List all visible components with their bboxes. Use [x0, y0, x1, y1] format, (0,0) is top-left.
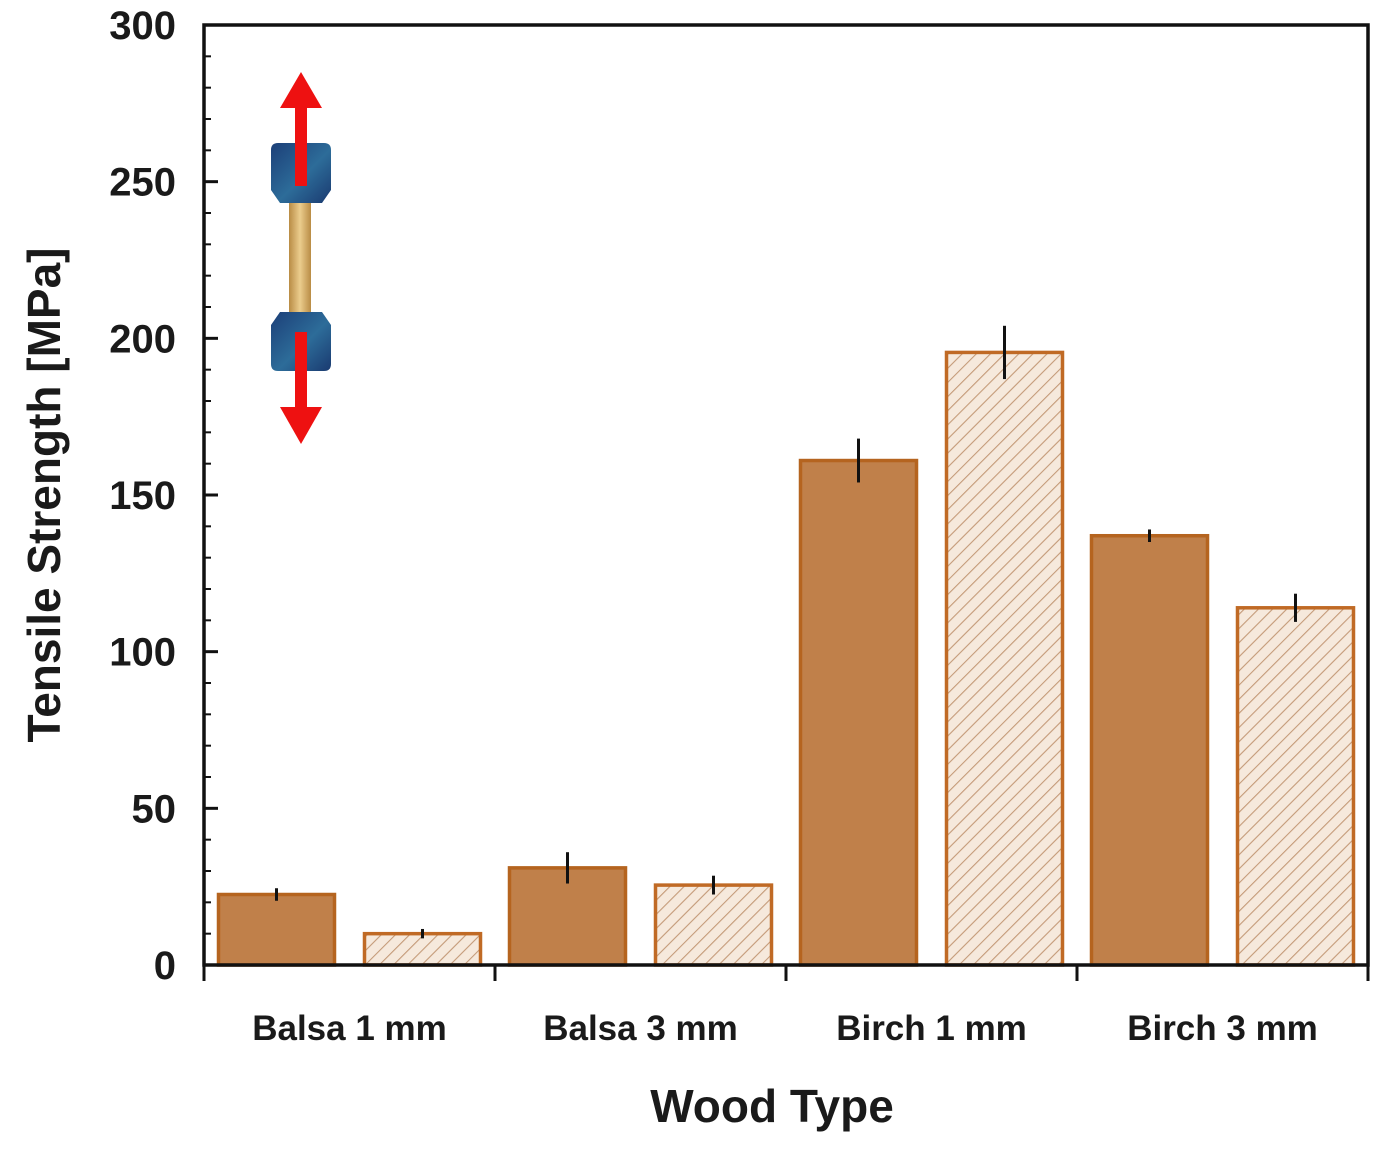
bar-birch-1-mm-series-1 — [798, 458, 919, 967]
x-tick-label: Balsa 1 mm — [252, 1009, 447, 1048]
y-axis: 0 50 100 150 200 250 300 — [109, 4, 218, 988]
bar-balsa-3-mm-series-2 — [653, 883, 774, 967]
y-tick-label: 150 — [109, 474, 176, 518]
x-tick-label: Balsa 3 mm — [543, 1009, 738, 1048]
bar-birch-3-mm-series-1 — [1089, 533, 1210, 967]
arrow-down-icon — [280, 332, 322, 444]
y-tick-label: 200 — [109, 317, 176, 361]
y-axis-label: Tensile Strength [MPa] — [18, 248, 70, 743]
y-tick-label: 100 — [109, 631, 176, 675]
bar-birch-1-mm-series-2 — [944, 350, 1065, 967]
bars-layer — [216, 350, 1356, 967]
bar-birch-3-mm-series-2 — [1235, 606, 1356, 967]
bar-balsa-1-mm-series-2 — [362, 931, 483, 967]
y-tick-label: 0 — [154, 944, 176, 988]
y-tick-label: 250 — [109, 161, 176, 205]
y-tick-label: 50 — [132, 787, 177, 831]
bar-balsa-1-mm-series-1 — [216, 892, 337, 967]
x-axis-label: Wood Type — [650, 1080, 894, 1132]
bar-balsa-3-mm-series-1 — [507, 866, 628, 967]
specimen-bar — [289, 196, 311, 318]
x-axis: Balsa 1 mm Balsa 3 mm Birch 1 mm Birch 3 mm — [202, 965, 1370, 1048]
x-tick-label: Birch 3 mm — [1127, 1009, 1318, 1048]
x-tick-label: Birch 1 mm — [836, 1009, 1027, 1048]
error-bars-layer — [275, 325, 1297, 939]
arrow-up-icon — [280, 72, 322, 186]
y-tick-label: 300 — [109, 4, 176, 48]
tensile-test-specimen-icon — [271, 72, 331, 444]
